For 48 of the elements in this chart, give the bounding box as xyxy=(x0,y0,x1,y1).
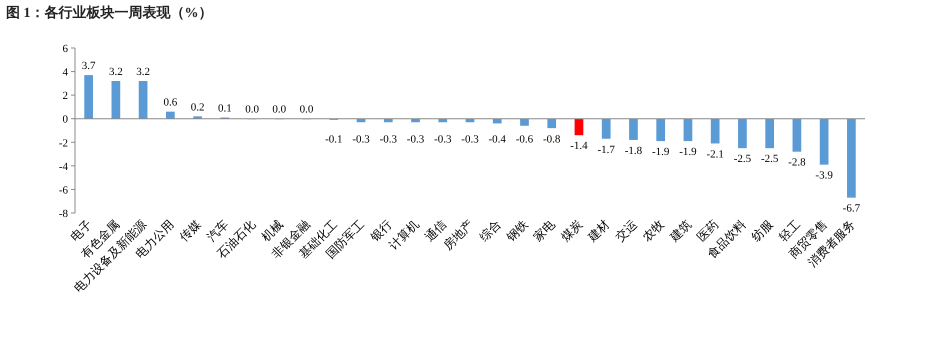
x-tick-label: 家电 xyxy=(530,217,558,244)
x-tick-label: 建材 xyxy=(584,217,612,245)
data-label: -1.8 xyxy=(624,144,643,157)
y-tick-label: -6 xyxy=(58,184,68,196)
y-tick-label: 4 xyxy=(62,66,68,79)
data-label: 0.0 xyxy=(300,104,314,116)
data-label: -1.9 xyxy=(679,146,698,158)
x-tick-label: 建筑 xyxy=(666,217,694,245)
data-label: -0.8 xyxy=(543,134,561,146)
x-tick-label: 钢铁 xyxy=(503,217,531,245)
x-tick-label: 综合 xyxy=(476,217,504,244)
data-label: -0.6 xyxy=(516,134,534,146)
data-label: -2.5 xyxy=(760,153,779,166)
data-label: -3.9 xyxy=(815,170,834,182)
y-tick-label: -2 xyxy=(58,137,68,150)
data-label: 3.2 xyxy=(108,66,123,78)
x-tick-label: 传媒 xyxy=(176,217,204,244)
x-tick-label: 煤炭 xyxy=(558,217,586,244)
y-tick-label: -8 xyxy=(58,208,68,220)
data-label: 3.2 xyxy=(136,66,150,78)
data-label: 0.0 xyxy=(272,104,287,116)
data-label: -2.1 xyxy=(706,148,724,160)
data-label: 0.0 xyxy=(245,104,260,116)
data-label: -1.7 xyxy=(597,144,616,156)
y-tick-label: 6 xyxy=(62,43,68,55)
x-tick-label: 交运 xyxy=(612,217,640,244)
data-label: -2.5 xyxy=(734,153,752,166)
data-label: -0.3 xyxy=(406,134,425,146)
data-label: 3.7 xyxy=(82,60,96,72)
data-label: -1.9 xyxy=(652,146,670,158)
y-tick-label: -4 xyxy=(58,160,68,173)
y-tick-label: 0 xyxy=(62,114,68,126)
data-label: -0.3 xyxy=(380,134,398,146)
x-tick-label: 农牧 xyxy=(640,217,667,244)
data-label: -0.4 xyxy=(488,134,506,146)
data-label: -0.3 xyxy=(352,134,370,146)
data-label: 0.6 xyxy=(163,96,178,109)
data-label: -6.7 xyxy=(842,202,861,215)
data-label: -2.8 xyxy=(788,156,806,169)
data-label: -0.1 xyxy=(325,134,343,146)
data-label: 0.2 xyxy=(190,101,204,114)
data-label: -0.3 xyxy=(461,134,480,146)
data-label: -0.3 xyxy=(434,134,452,146)
data-label: -1.4 xyxy=(570,140,588,152)
data-label: 0.1 xyxy=(218,102,232,115)
y-tick-label: 2 xyxy=(62,90,68,102)
x-tick-label: 纺服 xyxy=(748,217,776,244)
chart-title: 图 1：各行业板块一周表现（%） xyxy=(6,5,212,21)
